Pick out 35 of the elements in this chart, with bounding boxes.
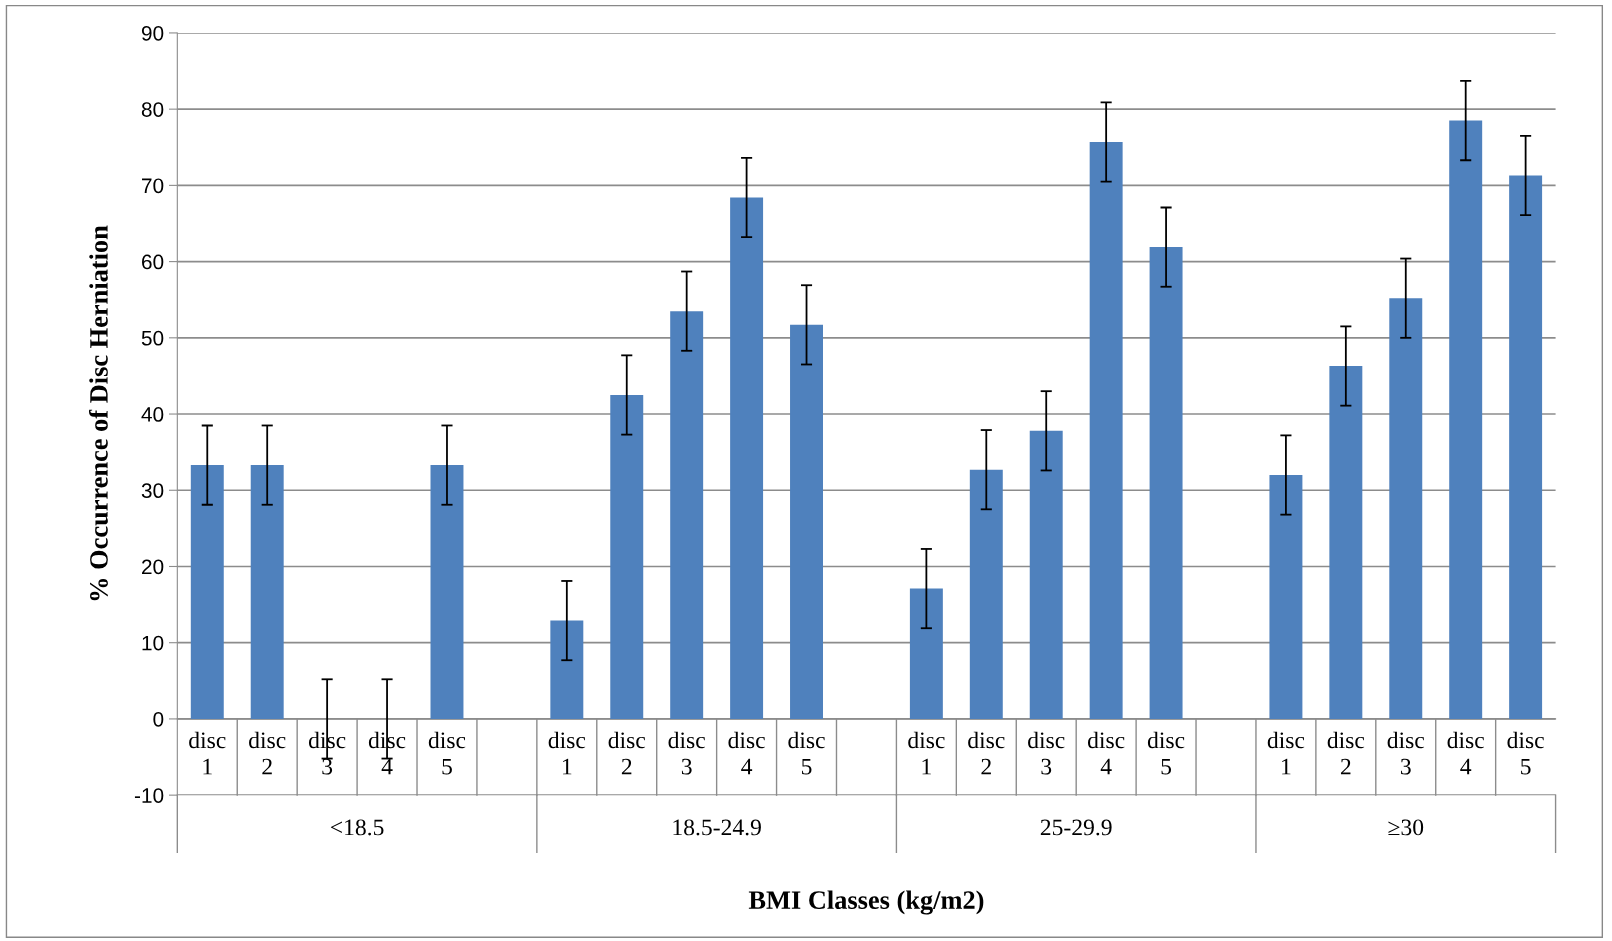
text: ≥30 — [1388, 819, 1424, 836]
y-tick-label: 40 — [141, 407, 164, 422]
y-tick-label: 20 — [142, 559, 164, 575]
y-tick-label: -10 — [134, 788, 164, 803]
y-tick-label: 50 — [141, 330, 164, 346]
y-tick-label: 10 — [142, 635, 164, 651]
x-tick-label: disc 2 — [608, 731, 646, 775]
y-axis-title: % Occurrence of Disc Herniation — [88, 225, 108, 601]
x-tick-label: disc 2 — [968, 731, 1005, 775]
x-tick-label: disc 1 — [548, 731, 586, 775]
x-tick-label: disc 4 — [1087, 731, 1125, 775]
x-tick-label: disc 3 — [1028, 731, 1065, 775]
x-tick-label: disc 5 — [428, 731, 466, 775]
y-tick-label: 30 — [141, 483, 164, 499]
x-tick-label: disc 5 — [788, 731, 825, 775]
x-tick-label: disc 4 — [728, 731, 765, 775]
x-tick-label: disc 2 — [249, 731, 286, 775]
text: <18.5 — [330, 819, 384, 836]
x-tick-label: disc 4 — [1447, 731, 1484, 775]
text: 25-29.9 — [1040, 819, 1112, 836]
x-axis-title: BMI Classes (kg/m2) — [748, 890, 984, 915]
y-tick-label: 60 — [142, 254, 164, 270]
x-tick-label: disc 1 — [1267, 731, 1305, 775]
x-tick-label: disc 1 — [189, 731, 226, 775]
x-tick-label: disc 3 — [668, 731, 705, 775]
x-tick-label: disc 3 — [1387, 731, 1425, 775]
x-tick-label: disc 5 — [1147, 731, 1185, 775]
x-tick-label: disc 2 — [1327, 731, 1365, 775]
y-tick-label: 90 — [141, 25, 164, 41]
x-tick-label: disc 1 — [908, 731, 945, 775]
y-tick-label: 70 — [142, 178, 164, 194]
y-tick-label: 0 — [153, 711, 164, 727]
x-tick-label: disc 5 — [1507, 731, 1544, 775]
text: 18.5-24.9 — [673, 819, 761, 836]
y-tick-label: 80 — [141, 102, 164, 117]
